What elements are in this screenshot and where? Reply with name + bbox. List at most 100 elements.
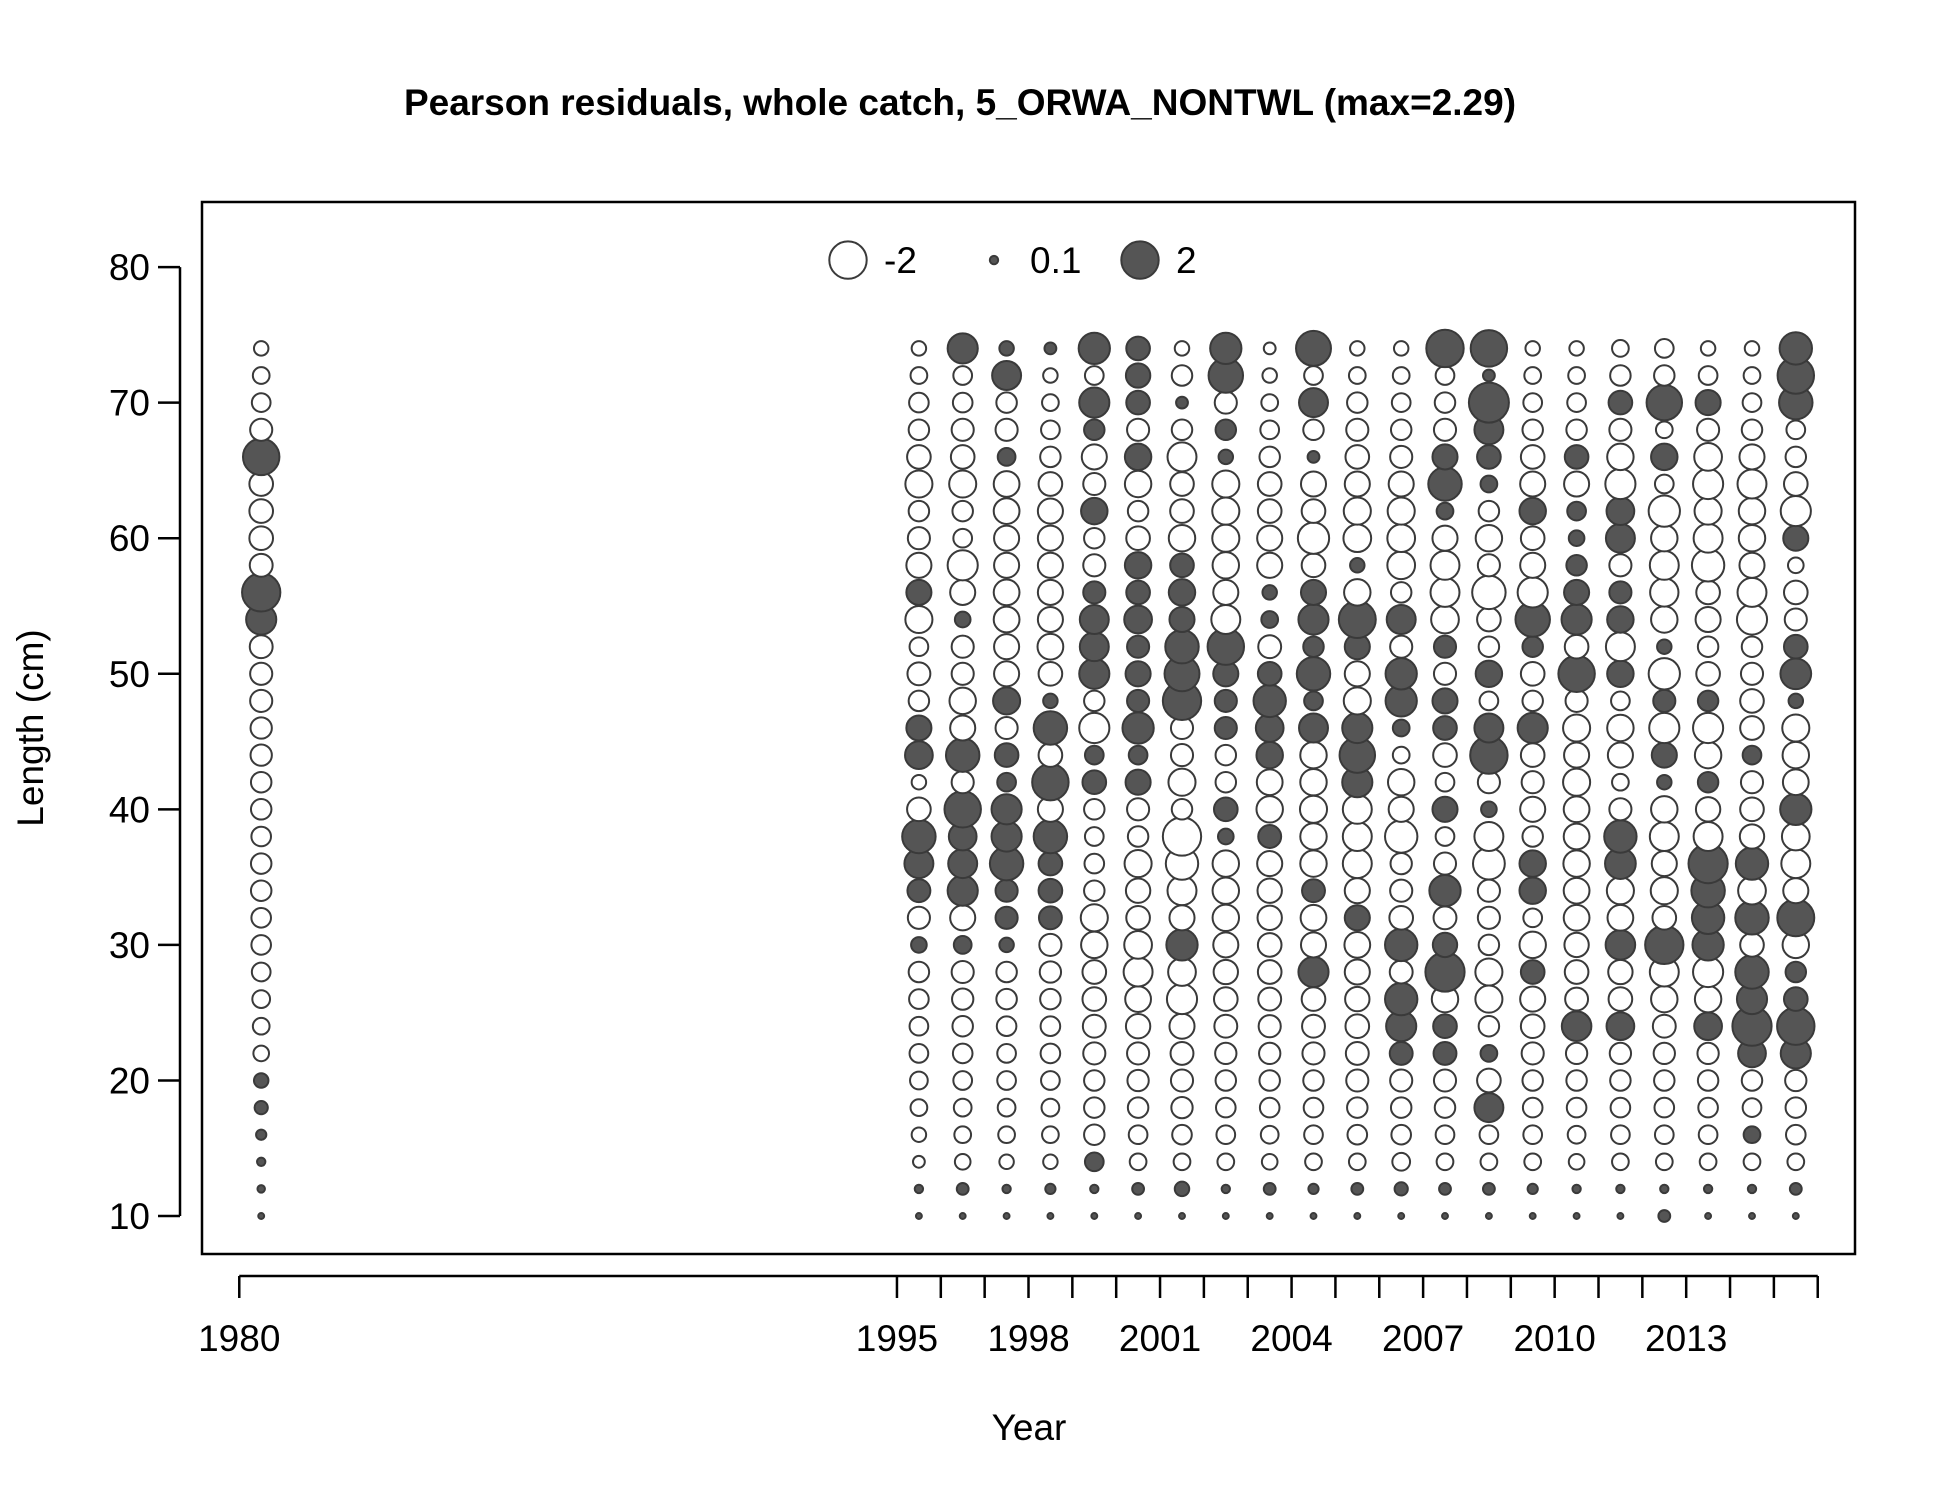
bubble-point (1343, 578, 1372, 607)
bubble-point (1082, 471, 1107, 497)
bubble-point (1692, 522, 1724, 554)
bubble-point (1565, 1096, 1588, 1119)
bubble-point (994, 715, 1019, 741)
bubble-point (1212, 958, 1239, 986)
bubble-point (950, 770, 975, 795)
bubble-point (1611, 1152, 1630, 1172)
bubble-point (1258, 1069, 1281, 1092)
bubble-point (1739, 661, 1765, 686)
bubble-point (944, 737, 981, 773)
bubble-point (1606, 741, 1634, 769)
bubble-point (1303, 690, 1324, 712)
bubble-point (1341, 793, 1373, 825)
bubble-point (1080, 443, 1108, 471)
bubble-point (1385, 604, 1417, 635)
bubble-point (1036, 578, 1064, 606)
bubble-point (1609, 1069, 1632, 1092)
bubble-point (1741, 1097, 1763, 1118)
bubble-point (1220, 1183, 1231, 1195)
bubble-point (906, 444, 932, 470)
bubble-point (249, 417, 274, 442)
bubble-point (1607, 986, 1634, 1012)
bubble-point (1388, 1040, 1414, 1066)
bubble-point (1474, 659, 1504, 689)
bubble-point (1432, 417, 1458, 442)
bubble-point (1563, 741, 1591, 769)
bubble-point (253, 1099, 269, 1116)
bubble-point (995, 987, 1018, 1011)
bubble-point (1696, 1069, 1720, 1092)
bubble-point (1739, 770, 1765, 795)
bubble-point (904, 469, 934, 499)
bubble-point (1782, 633, 1809, 660)
bubble-point (250, 392, 272, 413)
bubble-point (1168, 605, 1196, 634)
bubble-point (241, 572, 282, 613)
x-axis-label: Year (992, 1407, 1067, 1448)
x-tick-label: 1995 (856, 1318, 938, 1359)
bubble-point (1432, 1013, 1458, 1040)
bubble-point (1078, 604, 1110, 635)
bubble-point (1210, 604, 1242, 635)
bubble-point (1476, 444, 1502, 470)
bubble-point (1212, 986, 1239, 1012)
legend-label: -2 (884, 240, 917, 281)
bubble-point (1783, 607, 1808, 632)
bubble-point (991, 360, 1023, 391)
bubble-point (1081, 769, 1108, 796)
bubble-point (1471, 846, 1506, 881)
bubble-point (1652, 1041, 1676, 1066)
bubble-point (1521, 1069, 1544, 1092)
bubble-point (1214, 418, 1238, 442)
bubble-point (1260, 610, 1280, 629)
bubble-point (914, 1212, 923, 1220)
bubble-point (1125, 579, 1151, 606)
bubble-point (1474, 984, 1504, 1014)
bubble-point (1258, 1041, 1282, 1066)
bubble-point (1521, 689, 1544, 713)
bubble-point (249, 770, 273, 794)
bubble-point (1082, 580, 1107, 605)
bubble-point (1425, 328, 1465, 369)
bubble-point (1083, 418, 1106, 442)
bubble-point (1384, 657, 1418, 691)
bubble-point (1259, 1124, 1280, 1145)
bubble-point (1123, 930, 1153, 960)
bubble-point (1432, 905, 1458, 931)
bubble-point (1647, 494, 1681, 528)
bubble-point (1384, 981, 1419, 1017)
bubble-point (1781, 768, 1810, 797)
bubble-point (1518, 930, 1547, 960)
bubble-point (1473, 1092, 1505, 1124)
bubble-point (1167, 578, 1197, 607)
bubble-point (1126, 499, 1150, 523)
bubble-point (1650, 442, 1679, 472)
bubble-point (1031, 762, 1070, 802)
bubble-point (1741, 744, 1763, 766)
bubble-point (1346, 391, 1369, 414)
bubble-point (1124, 768, 1152, 796)
bubble-point (949, 714, 977, 742)
bubble-point (1784, 960, 1808, 984)
bubble-point (1256, 959, 1283, 985)
bubble-point (1476, 878, 1501, 903)
bubble-point (248, 498, 275, 524)
bubble-point (1125, 389, 1151, 416)
bubble-point (1562, 822, 1591, 851)
bubble-point (1471, 574, 1507, 611)
bubble-point (1748, 1212, 1756, 1220)
bubble-point (1301, 878, 1326, 904)
bubble-point (252, 1044, 271, 1063)
bubble-point (1519, 551, 1547, 579)
bubble-point (1307, 1182, 1320, 1196)
bubble-point (1696, 635, 1720, 658)
bubble-point (1295, 656, 1332, 692)
bubble-point (1564, 986, 1590, 1012)
bubble-point (1342, 523, 1373, 554)
bubble-point (1040, 419, 1061, 441)
bubble-point (1078, 711, 1111, 745)
bubble-point (1342, 686, 1372, 716)
bubble-point (1384, 819, 1419, 854)
bubble-point (1083, 1096, 1106, 1119)
bubble-point (1303, 1124, 1324, 1146)
